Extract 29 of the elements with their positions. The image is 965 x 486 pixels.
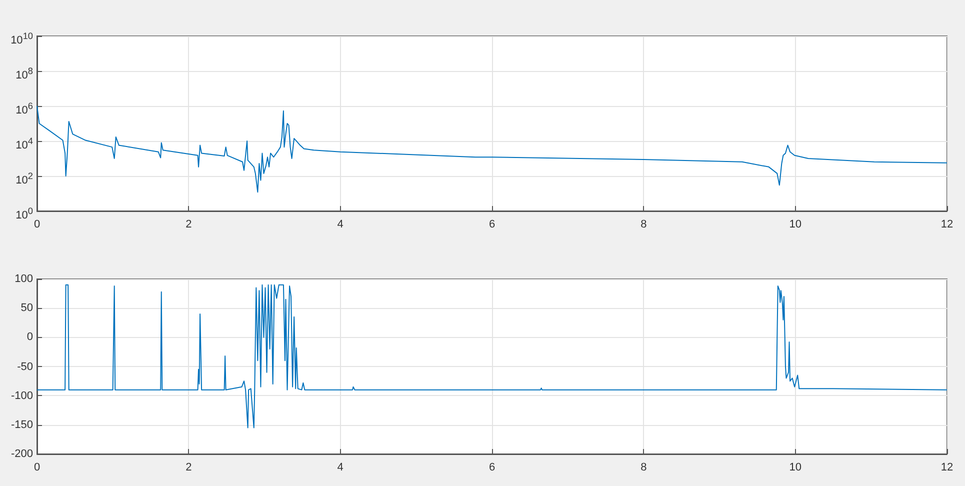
x-tick-label: 12 xyxy=(940,218,954,230)
x-tick-label: 4 xyxy=(337,218,344,230)
x-tick-label: 12 xyxy=(940,462,954,474)
x-tick-label: 2 xyxy=(186,218,192,230)
x-tick-label: 0 xyxy=(34,462,40,474)
y-tick-label: 10$^{2}$ xyxy=(16,170,33,188)
y-tick-label: 10$^{10}$ xyxy=(10,30,33,48)
y-tick-label: -50 xyxy=(17,360,33,374)
y-tick-label: -200 xyxy=(10,447,33,461)
x-tick-label: 6 xyxy=(488,218,496,230)
y-tick-label: -150 xyxy=(10,418,33,432)
y-tick-label: 0 xyxy=(26,330,33,344)
y-tick-label: 100 xyxy=(14,272,33,286)
y-tick-label: -100 xyxy=(10,388,33,403)
x-tick-label: 0 xyxy=(34,218,40,230)
y-tick-label: 10$^{0}$ xyxy=(16,205,33,223)
y-tick-label: 50 xyxy=(20,301,33,316)
x-tick-label: 10 xyxy=(789,218,802,230)
x-tick-label: 4 xyxy=(337,462,344,474)
x-tick-label: 8 xyxy=(640,462,647,474)
y-tick-label: 10$^{4}$ xyxy=(16,135,33,153)
y-tick-label: 10$^{8}$ xyxy=(16,65,33,83)
x-tick-label: 6 xyxy=(488,462,496,474)
line-series xyxy=(36,106,948,193)
line-series xyxy=(36,284,948,428)
x-tick-label: 2 xyxy=(186,462,192,474)
y-tick-label: 10$^{6}$ xyxy=(16,100,33,118)
x-tick-label: 10 xyxy=(789,462,802,474)
x-tick-label: 8 xyxy=(640,218,647,230)
